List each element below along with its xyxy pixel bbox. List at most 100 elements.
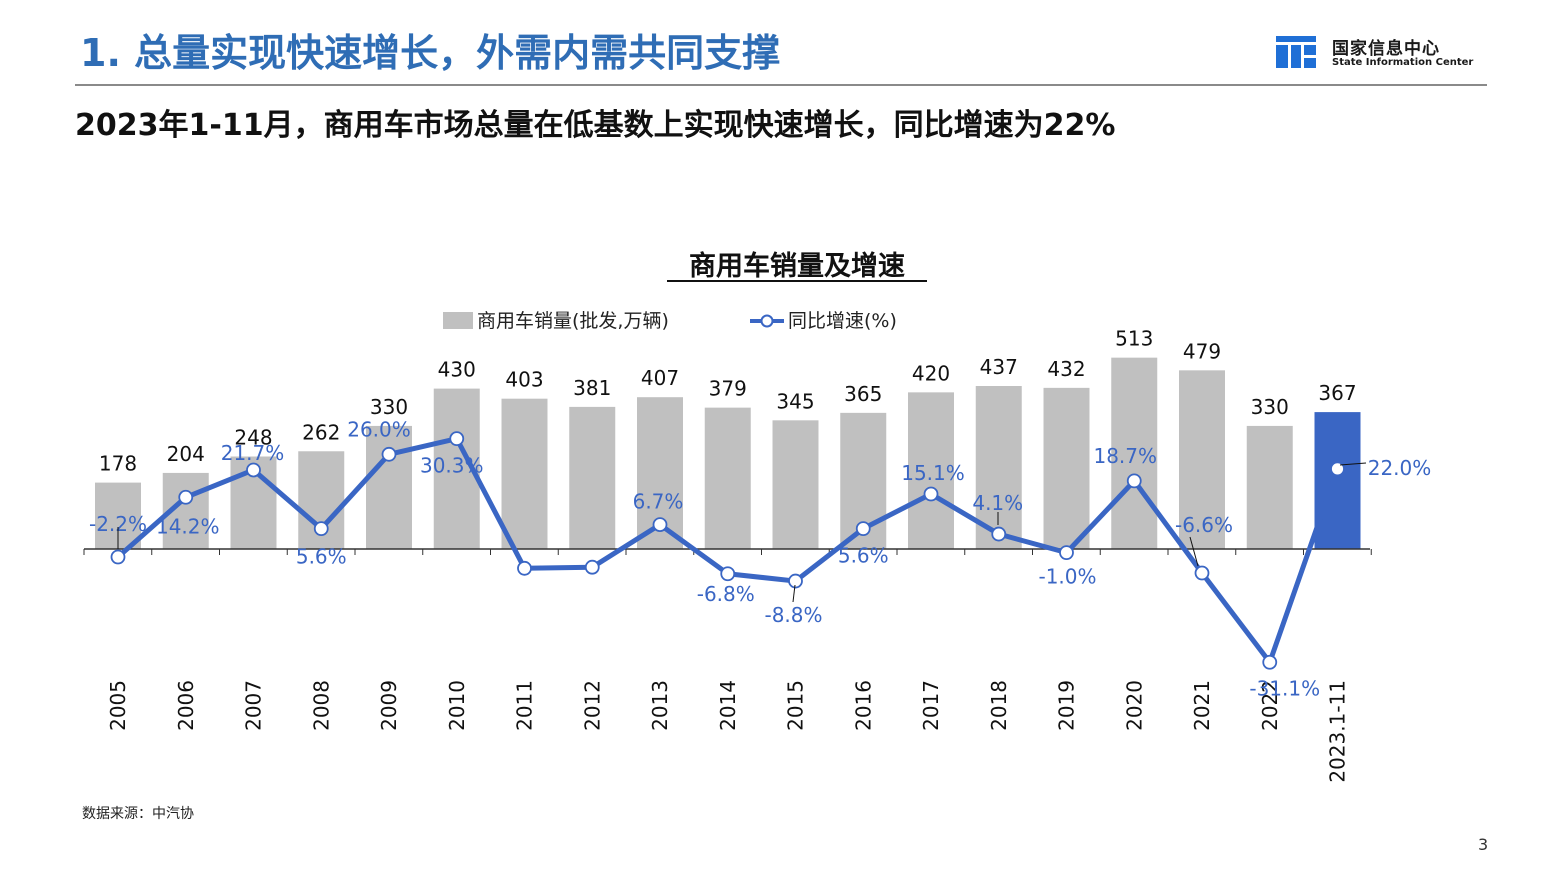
- legend-bar-swatch: [443, 312, 473, 329]
- growth-value-label: -31.1%: [1249, 676, 1320, 700]
- growth-point-2011: [517, 560, 532, 576]
- chart-title: 商用车销量及增速: [689, 250, 905, 282]
- logo-english-name: State Information Center: [1332, 57, 1474, 68]
- x-tick-label: 2020: [1122, 680, 1146, 731]
- growth-point-2022: [1262, 654, 1278, 670]
- bar-value-label: 437: [980, 355, 1018, 379]
- growth-point-2007: [246, 462, 261, 478]
- growth-point-2009: [381, 446, 397, 462]
- growth-value-label: 30.3%: [420, 454, 484, 478]
- bar-2023.1-11: [1314, 412, 1361, 549]
- bar-value-label: 420: [912, 361, 950, 385]
- logo: 国家信息中心 State Information Center: [1276, 36, 1486, 70]
- bar-2012: [569, 406, 616, 549]
- bar-value-label: 204: [167, 442, 205, 466]
- growth-value-label: -8.8%: [764, 603, 822, 627]
- slide-subtitle: 2023年1-11月，商用车市场总量在低基数上实现快速增长，同比增速为22%: [75, 108, 1116, 143]
- header-divider: [75, 84, 1487, 86]
- growth-value-label: 22.0%: [1368, 456, 1432, 480]
- x-tick-label: 2017: [919, 680, 943, 731]
- bar-value-label: 262: [302, 420, 340, 444]
- bar-2017: [908, 392, 954, 549]
- growth-point-2015: [788, 573, 803, 589]
- growth-value-label: -6.6%: [1175, 513, 1233, 537]
- x-tick-label: 2007: [242, 680, 266, 731]
- bar-value-label: 432: [1047, 357, 1085, 381]
- growth-value-label: -6.8%: [697, 582, 755, 606]
- growth-point-2005: [110, 549, 126, 565]
- x-tick-label: 2018: [987, 680, 1011, 731]
- growth-point-2014: [720, 566, 736, 582]
- x-tick-label: 2022: [1258, 680, 1282, 731]
- bar-2022: [1246, 425, 1293, 549]
- bar-value-label: 178: [99, 452, 137, 476]
- legend-line-marker: [760, 314, 774, 328]
- growth-point-2010: [449, 431, 465, 447]
- growth-value-label: 15.1%: [901, 461, 965, 485]
- label-leader-line: [792, 584, 796, 603]
- bar-2011: [501, 398, 548, 549]
- growth-point-2006: [178, 489, 194, 505]
- x-tick-label: 2009: [377, 680, 401, 731]
- x-tick-label: 2012: [580, 680, 604, 731]
- x-tick-label: 2010: [445, 680, 469, 731]
- bar-value-label: 248: [234, 425, 272, 449]
- growth-point-2021: [1194, 565, 1210, 581]
- bar-2018: [975, 385, 1022, 549]
- bar-value-label: 381: [573, 376, 611, 400]
- bar-2020: [1111, 357, 1158, 549]
- x-tick-label: 2021: [1190, 680, 1214, 731]
- x-tick-label: 2016: [851, 680, 875, 731]
- slide-title: 1. 总量实现快速增长，外需内需共同支撑: [80, 31, 781, 75]
- x-tick-label: 2015: [784, 680, 808, 731]
- growth-point-2023.1-11: [1330, 461, 1345, 477]
- bar-2021: [1179, 370, 1225, 549]
- bar-2015: [772, 420, 819, 549]
- x-tick-label: 2005: [106, 680, 130, 731]
- x-tick-label: 2006: [174, 680, 198, 731]
- x-tick-label: 2023.1-11: [1326, 680, 1350, 783]
- growth-point-2019: [1059, 545, 1074, 561]
- growth-point-2012: [584, 559, 600, 575]
- growth-value-label: 21.7%: [221, 441, 285, 465]
- growth-value-label: 26.0%: [347, 417, 411, 441]
- bar-2014: [704, 407, 751, 549]
- bar-2009: [366, 425, 412, 549]
- x-tick-label: 2019: [1055, 680, 1079, 731]
- growth-point-2016: [855, 521, 871, 537]
- bar-value-label: 365: [844, 382, 882, 406]
- growth-point-2017: [923, 486, 939, 502]
- growth-value-label: 5.6%: [296, 545, 347, 569]
- growth-value-label: 6.7%: [633, 490, 684, 514]
- label-leader-line: [1339, 462, 1367, 466]
- x-tick-label: 2014: [716, 680, 740, 731]
- bar-value-label: 330: [370, 395, 408, 419]
- x-tick-label: 2011: [513, 680, 537, 731]
- bar-value-label: 367: [1318, 381, 1356, 405]
- label-leader-line: [1189, 536, 1199, 567]
- bar-value-label: 479: [1183, 339, 1221, 363]
- x-tick-label: 2013: [648, 680, 672, 731]
- growth-point-2013: [652, 517, 668, 532]
- growth-point-2020: [1126, 473, 1142, 489]
- data-source: 数据来源：中汽协: [82, 806, 194, 822]
- bar-value-label: 379: [709, 377, 747, 401]
- bar-value-label: 330: [1251, 395, 1289, 419]
- growth-point-2018: [991, 526, 1007, 542]
- legend-bar-label: 商用车销量(批发,万辆): [477, 310, 669, 332]
- growth-value-label: 5.6%: [838, 544, 889, 568]
- bar-value-label: 407: [641, 366, 679, 390]
- bar-value-label: 430: [438, 358, 476, 382]
- bar-2019: [1043, 387, 1090, 549]
- growth-value-label: -1.0%: [1038, 565, 1096, 589]
- state-information-center-logo-icon: [1276, 36, 1316, 68]
- growth-value-label: 14.2%: [156, 514, 220, 538]
- logo-chinese-name: 国家信息中心: [1332, 39, 1440, 59]
- bar-value-label: 345: [776, 389, 814, 413]
- page-number: 3: [1478, 835, 1489, 854]
- x-tick-label: 2008: [309, 680, 333, 731]
- legend-line-label: 同比增速(%): [788, 310, 897, 332]
- growth-point-2008: [313, 521, 329, 537]
- growth-value-label: 18.7%: [1093, 444, 1157, 468]
